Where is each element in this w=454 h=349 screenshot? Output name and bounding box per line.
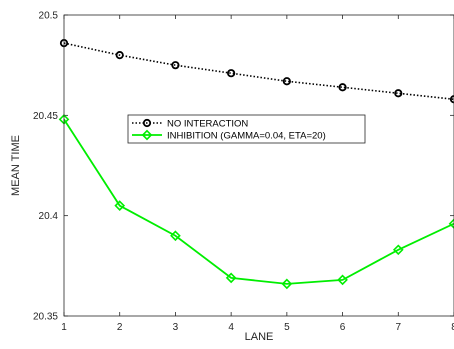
plot-area [64, 15, 454, 316]
y-tick-label: 20.35 [33, 312, 58, 323]
data-point [394, 89, 403, 98]
data-point [170, 230, 181, 242]
x-tick-label: 2 [117, 322, 123, 333]
legend-entry: INHIBITION (GAMMA=0.04, ETA=20) [132, 129, 326, 142]
legend-label: INHIBITION (GAMMA=0.04, ETA=20) [167, 131, 326, 142]
x-tick-label: 8 [451, 322, 454, 333]
series-line [63, 118, 454, 285]
x-tick-label: 5 [284, 322, 290, 333]
y-tick-label: 20.5 [39, 11, 59, 22]
data-point [337, 274, 348, 286]
legend-entry: NO INTERACTION [132, 119, 248, 130]
y-tick-label: 20.45 [33, 111, 58, 122]
data-point [338, 83, 347, 92]
x-tick-label: 4 [228, 322, 234, 333]
data-point [392, 244, 404, 256]
data-point [281, 278, 293, 290]
series-2 [58, 114, 454, 290]
plot-frame [63, 14, 454, 317]
y-axis-label: MEAN TIME [10, 135, 22, 196]
data-point [227, 69, 236, 78]
y-tick-label: 20.4 [39, 211, 59, 222]
x-axis-label: LANE [245, 331, 274, 343]
data-point [282, 77, 291, 86]
data-point [225, 272, 237, 284]
x-tick-label: 7 [396, 322, 402, 333]
data-point [114, 200, 126, 211]
data-point [448, 218, 454, 230]
legend-box [127, 114, 366, 144]
data-point [115, 51, 124, 60]
x-tick-label: 6 [340, 322, 346, 333]
data-point [171, 61, 180, 70]
legend-marker [141, 129, 153, 141]
legend-label: NO INTERACTION [167, 119, 248, 130]
legend-marker [142, 118, 152, 128]
x-tick-label: 3 [173, 322, 179, 333]
x-tick-label: 1 [61, 322, 67, 333]
